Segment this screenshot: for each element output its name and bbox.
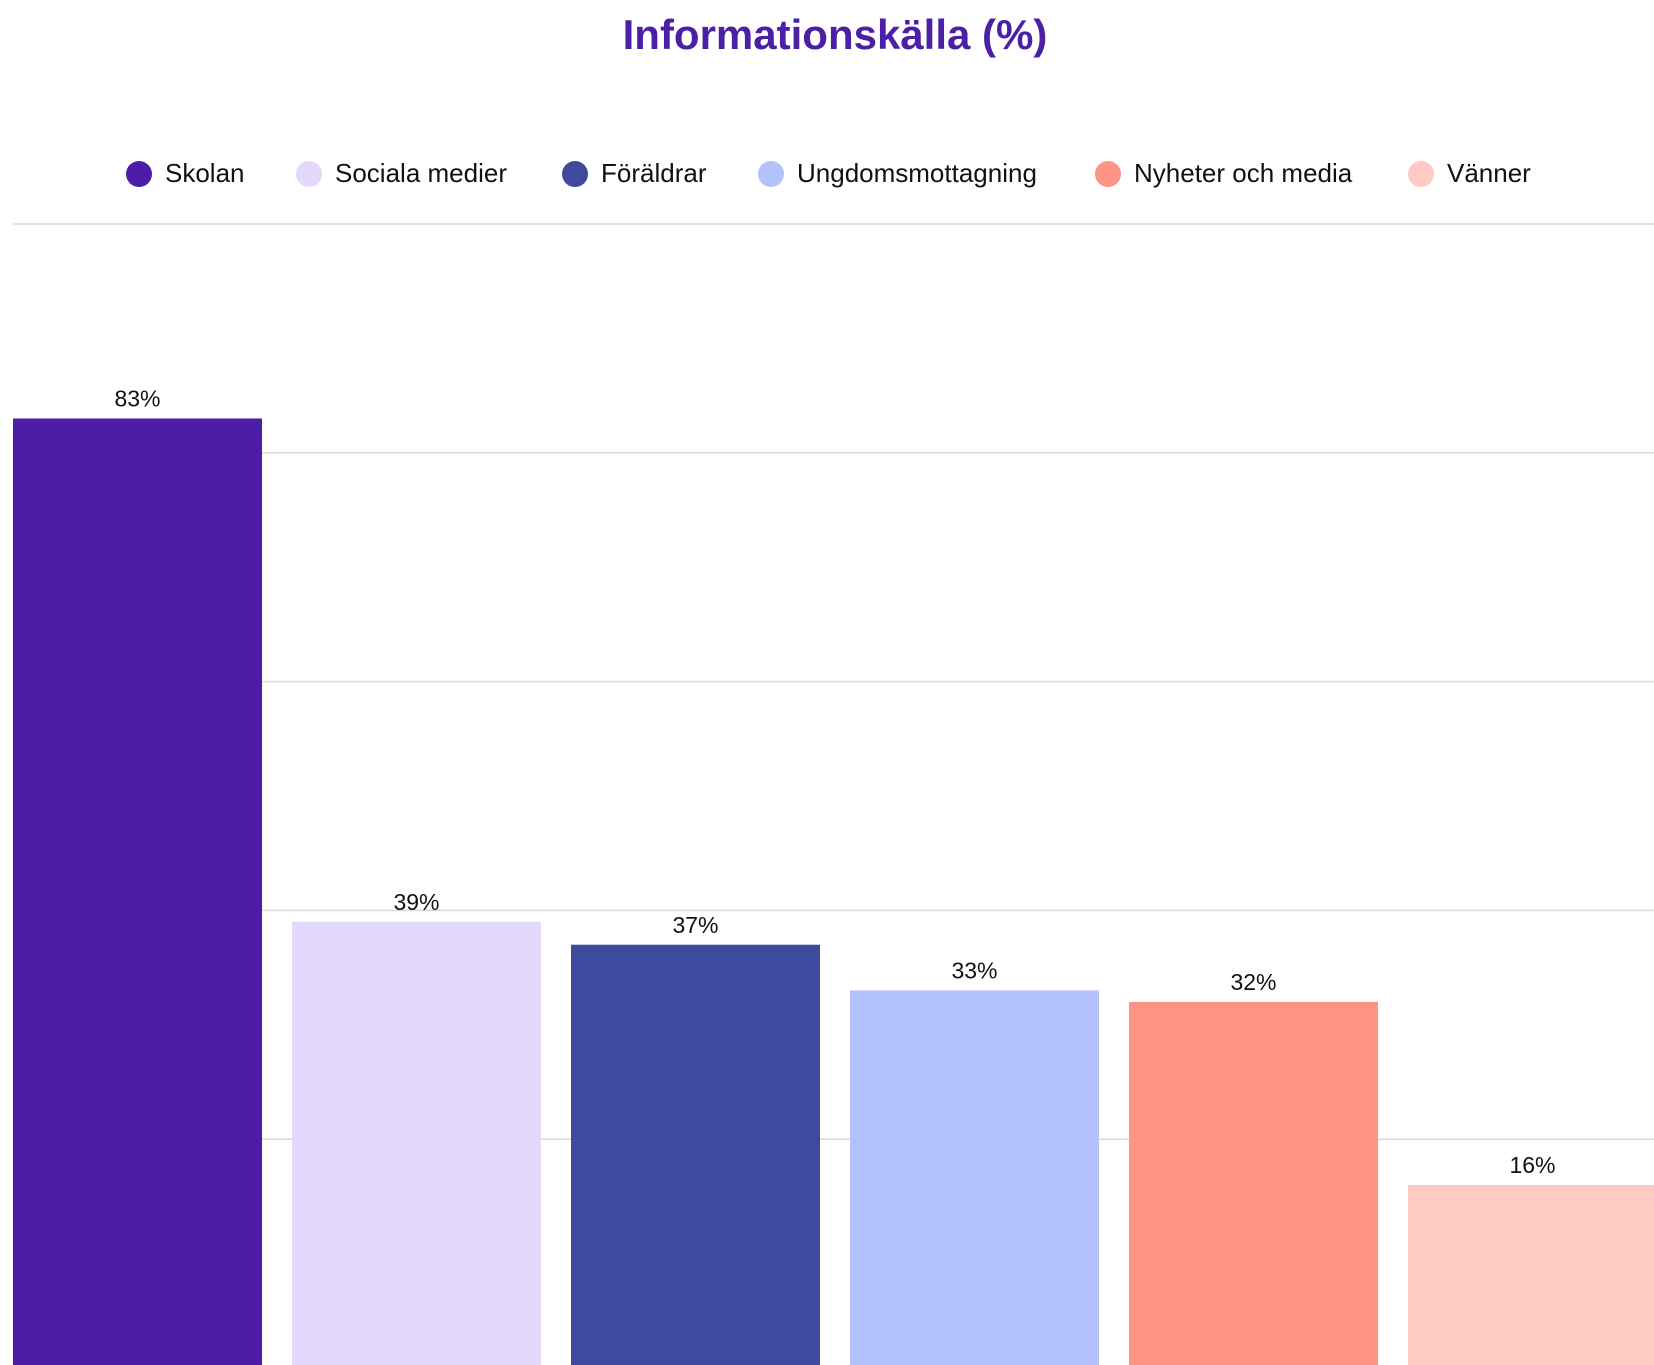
bar: [13, 418, 262, 1365]
legend-label: Vänner: [1447, 158, 1531, 188]
bar: [292, 921, 541, 1365]
legend-swatch: [758, 161, 784, 187]
legend-swatch: [296, 161, 322, 187]
bar: [850, 990, 1099, 1365]
value-label: 37%: [672, 912, 718, 938]
bar: [1129, 1001, 1378, 1365]
value-label: 39%: [393, 889, 439, 915]
legend-label: Skolan: [165, 158, 245, 188]
legend-label: Nyheter och media: [1134, 158, 1353, 188]
legend-label: Ungdomsmottagning: [797, 158, 1037, 188]
value-label: 16%: [1509, 1152, 1555, 1178]
bar: [571, 944, 820, 1365]
legend-label: Föräldrar: [601, 158, 707, 188]
legend-swatch: [1095, 161, 1121, 187]
legend-swatch: [1408, 161, 1434, 187]
bar: [1408, 1184, 1654, 1365]
value-label: 83%: [114, 386, 160, 412]
value-label: 32%: [1230, 969, 1276, 995]
legend-swatch: [562, 161, 588, 187]
chart-title: Informationskälla (%): [623, 11, 1048, 58]
legend-swatch: [126, 161, 152, 187]
value-label: 33%: [951, 958, 997, 984]
legend-label: Sociala medier: [335, 158, 507, 188]
